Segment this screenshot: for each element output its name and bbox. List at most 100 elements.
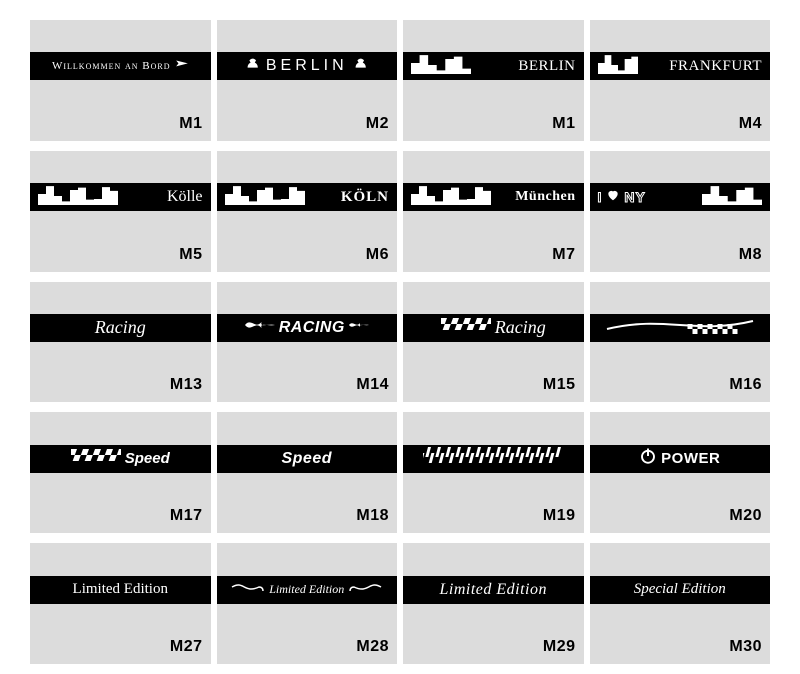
tile-code: M30 <box>729 638 762 656</box>
tile-code-row: M4 <box>590 107 771 141</box>
sticker-strip <box>403 445 584 473</box>
sticker-strip: RACING <box>217 314 398 342</box>
sticker-strip <box>590 314 771 342</box>
sticker-tile[interactable]: München M7 <box>403 151 584 272</box>
power-icon <box>639 447 657 470</box>
sticker-strip: Special Edition <box>590 576 771 604</box>
tile-preview: Kölle <box>30 151 211 238</box>
tile-preview: BERLIN <box>403 20 584 107</box>
swoosh-icon <box>605 315 755 340</box>
tile-code-row: M16 <box>590 368 771 402</box>
tile-code: M16 <box>729 376 762 394</box>
sticker-tile[interactable]: RACING M14 <box>217 282 398 403</box>
tile-code-row: M19 <box>403 499 584 533</box>
swirl-icon <box>230 580 265 599</box>
tile-code-row: M1 <box>403 107 584 141</box>
sticker-tile[interactable]: Special Edition M30 <box>590 543 771 664</box>
sticker-strip: München <box>403 183 584 211</box>
strip-text: Racing <box>95 317 146 338</box>
sticker-strip: FRANKFURT <box>590 52 771 80</box>
tile-code-row: M29 <box>403 630 584 664</box>
sticker-strip: BERLIN <box>217 52 398 80</box>
sticker-tile[interactable]: KÖLN M6 <box>217 151 398 272</box>
strip-text: KÖLN <box>341 189 389 206</box>
tire-icon <box>423 447 563 470</box>
tile-preview: Limited Edition <box>403 543 584 630</box>
strip-text: Speed <box>281 450 332 468</box>
sticker-tile[interactable]: M16 <box>590 282 771 403</box>
sticker-tile[interactable]: INY M8 <box>590 151 771 272</box>
sticker-strip: POWER <box>590 445 771 473</box>
catalog-canvas: Willkommen an BordM1BERLINM2BERLINM1FRAN… <box>0 0 800 674</box>
skyline-icon <box>38 185 118 210</box>
tile-code-row: M28 <box>217 630 398 664</box>
skyline-icon <box>702 185 762 210</box>
tile-preview: POWER <box>590 412 771 499</box>
skyline-icon <box>225 185 305 210</box>
strip-text: POWER <box>661 450 720 467</box>
tile-code-row: M17 <box>30 499 211 533</box>
sticker-tile[interactable]: Speed M17 <box>30 412 211 533</box>
tile-code-row: M30 <box>590 630 771 664</box>
tile-code: M1 <box>552 115 575 133</box>
tile-preview: RACING <box>217 282 398 369</box>
sticker-tile[interactable]: Limited Edition M29 <box>403 543 584 664</box>
tile-code: M20 <box>729 507 762 525</box>
sticker-strip: Limited Edition <box>217 576 398 604</box>
tile-preview: INY <box>590 151 771 238</box>
strip-text: Racing <box>495 317 546 338</box>
tile-code-row: M18 <box>217 499 398 533</box>
tile-code: M8 <box>739 246 762 264</box>
tile-preview <box>403 412 584 499</box>
strip-text: I <box>598 189 603 205</box>
sticker-tile[interactable]: POWER M20 <box>590 412 771 533</box>
flame-icon <box>245 316 275 339</box>
sticker-strip: Speed <box>30 445 211 473</box>
sticker-strip: Speed <box>217 445 398 473</box>
sticker-strip: BERLIN <box>403 52 584 80</box>
sticker-tile[interactable]: Speed M18 <box>217 412 398 533</box>
sticker-tile[interactable]: M19 <box>403 412 584 533</box>
sticker-strip: Kölle <box>30 183 211 211</box>
checker-icon <box>441 318 491 337</box>
sticker-tile[interactable]: Limited Edition M27 <box>30 543 211 664</box>
tile-preview: Speed <box>30 412 211 499</box>
sticker-tile[interactable]: BERLIN M1 <box>403 20 584 141</box>
tile-code: M28 <box>356 638 389 656</box>
bear-icon <box>352 55 370 78</box>
tile-preview: Special Edition <box>590 543 771 630</box>
tile-code: M13 <box>170 376 203 394</box>
tile-code: M17 <box>170 507 203 525</box>
tile-code-row: M5 <box>30 238 211 272</box>
sticker-tile[interactable]: BERLIN M2 <box>217 20 398 141</box>
strip-text: München <box>515 189 575 205</box>
sticker-grid: Willkommen an BordM1BERLINM2BERLINM1FRAN… <box>30 20 770 664</box>
tile-code: M27 <box>170 638 203 656</box>
tile-code-row: M1 <box>30 107 211 141</box>
tile-code-row: M14 <box>217 368 398 402</box>
sticker-tile[interactable]: FRANKFURT M4 <box>590 20 771 141</box>
tile-code: M6 <box>366 246 389 264</box>
sticker-strip: Limited Edition <box>403 576 584 604</box>
tile-preview: Racing <box>403 282 584 369</box>
tile-code-row: M15 <box>403 368 584 402</box>
strip-text: RACING <box>279 319 345 337</box>
strip-text: Willkommen an Bord <box>52 60 171 72</box>
sticker-tile[interactable]: Racing M13 <box>30 282 211 403</box>
tile-code-row: M13 <box>30 368 211 402</box>
bear-icon <box>244 55 262 78</box>
tile-code: M2 <box>366 115 389 133</box>
sticker-tile[interactable]: Willkommen an Bord M1 <box>30 20 211 141</box>
strip-text: Limited Edition <box>73 581 168 598</box>
tile-preview: Limited Edition <box>30 543 211 630</box>
strip-text: Special Edition <box>634 581 726 598</box>
sticker-tile[interactable]: Kölle M5 <box>30 151 211 272</box>
sticker-strip: Racing <box>30 314 211 342</box>
sticker-strip: Limited Edition <box>30 576 211 604</box>
tile-preview: Speed <box>217 412 398 499</box>
sticker-tile[interactable]: Limited Edition M28 <box>217 543 398 664</box>
tile-code-row: M2 <box>217 107 398 141</box>
sticker-strip: Racing <box>403 314 584 342</box>
tile-code: M7 <box>552 246 575 264</box>
sticker-tile[interactable]: Racing M15 <box>403 282 584 403</box>
